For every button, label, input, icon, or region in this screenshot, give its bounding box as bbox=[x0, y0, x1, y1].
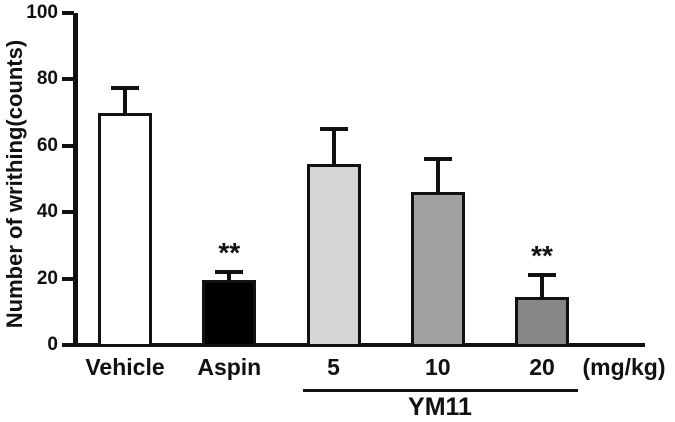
bar-aspin bbox=[202, 280, 257, 347]
y-axis-line bbox=[73, 13, 78, 347]
error-bar-line bbox=[227, 272, 232, 285]
error-bar-line bbox=[331, 129, 336, 169]
bar-vehicle bbox=[98, 112, 152, 347]
y-axis-tick bbox=[62, 210, 74, 215]
error-bar-cap bbox=[215, 270, 244, 274]
error-bar-cap bbox=[528, 273, 556, 278]
significance-marker: ** bbox=[531, 240, 553, 272]
error-bar-line bbox=[435, 159, 440, 197]
error-bar-cap bbox=[423, 157, 452, 162]
y-axis-tick bbox=[62, 276, 74, 281]
y-axis-tick bbox=[62, 77, 74, 82]
x-tick-label-10: 10 bbox=[425, 354, 451, 380]
error-bar-line bbox=[123, 87, 127, 117]
bar-10 bbox=[410, 192, 465, 347]
group-bracket-label: YM11 bbox=[408, 393, 472, 421]
error-bar-cap bbox=[111, 85, 139, 90]
x-tick-label-20: 20 bbox=[529, 354, 555, 380]
bar-5 bbox=[306, 164, 361, 347]
y-axis-tick-label: 60 bbox=[36, 134, 58, 156]
y-axis-tick-label: 0 bbox=[47, 334, 58, 355]
y-axis-tick-label: 100 bbox=[26, 2, 58, 23]
error-bar-cap bbox=[319, 127, 348, 132]
y-axis-tick-label: 80 bbox=[36, 68, 58, 90]
x-tick-label-5: 5 bbox=[327, 354, 340, 380]
x-axis-unit-label: (mg/kg) bbox=[582, 354, 666, 380]
significance-marker: ** bbox=[218, 237, 241, 268]
y-axis-tick-label: 20 bbox=[36, 267, 58, 289]
y-axis-tick bbox=[62, 143, 74, 148]
error-bar-line bbox=[540, 275, 544, 301]
y-axis-tick bbox=[62, 11, 74, 15]
bar-20 bbox=[515, 296, 569, 347]
group-bracket-line bbox=[303, 389, 578, 392]
x-tick-label-vehicle: Vehicle bbox=[85, 354, 165, 380]
x-tick-label-aspin: Aspin bbox=[197, 354, 262, 380]
y-axis-title: Number of writhing(counts) bbox=[2, 39, 27, 329]
y-axis-tick bbox=[62, 343, 74, 347]
y-axis-tick-label: 40 bbox=[36, 201, 58, 223]
